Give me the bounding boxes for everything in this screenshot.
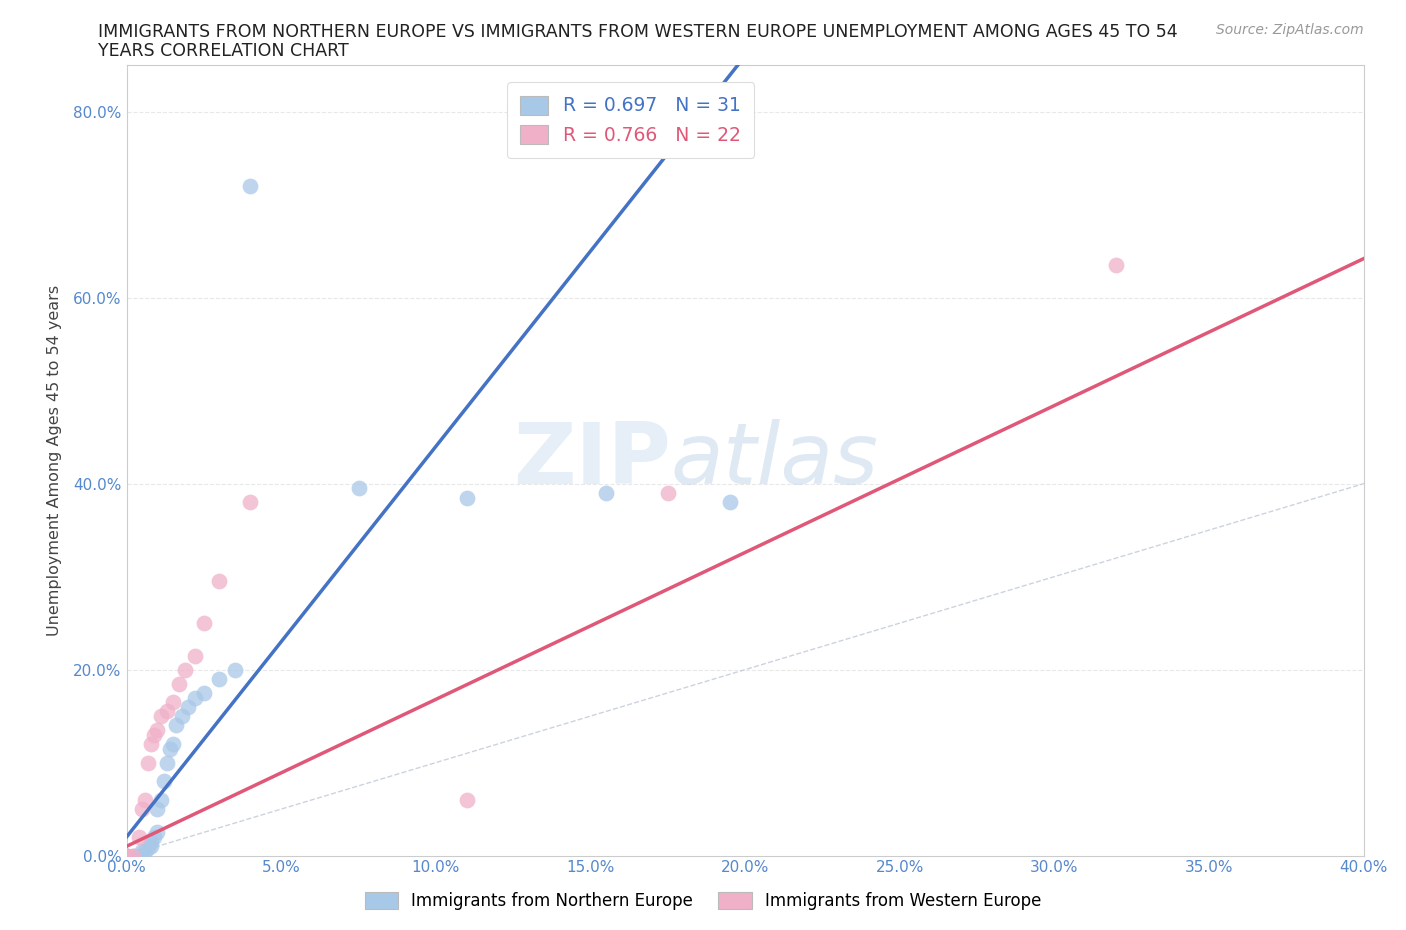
- Point: [347, 481, 370, 496]
- Point: [146, 723, 169, 737]
- Text: IMMIGRANTS FROM NORTHERN EUROPE VS IMMIGRANTS FROM WESTERN EUROPE UNEMPLOYMENT A: IMMIGRANTS FROM NORTHERN EUROPE VS IMMIG…: [98, 23, 1178, 41]
- Point: [143, 830, 166, 844]
- Point: [174, 662, 197, 677]
- Point: [156, 755, 179, 770]
- Point: [183, 690, 205, 705]
- Text: Source: ZipAtlas.com: Source: ZipAtlas.com: [1216, 23, 1364, 37]
- Point: [125, 848, 148, 863]
- Point: [152, 774, 174, 789]
- Point: [208, 574, 231, 589]
- Point: [121, 848, 143, 863]
- Point: [115, 848, 138, 863]
- Point: [136, 841, 159, 856]
- Point: [159, 741, 181, 756]
- Text: ZIP: ZIP: [513, 418, 671, 502]
- Point: [193, 685, 215, 700]
- Point: [128, 848, 150, 863]
- Point: [136, 755, 159, 770]
- Point: [131, 802, 153, 817]
- Y-axis label: Unemployment Among Ages 45 to 54 years: Unemployment Among Ages 45 to 54 years: [46, 285, 62, 636]
- Legend: Immigrants from Northern Europe, Immigrants from Western Europe: Immigrants from Northern Europe, Immigra…: [359, 885, 1047, 917]
- Point: [183, 648, 205, 663]
- Point: [149, 709, 172, 724]
- Point: [208, 671, 231, 686]
- Point: [456, 490, 478, 505]
- Point: [718, 495, 741, 510]
- Point: [115, 848, 138, 863]
- Point: [239, 495, 262, 510]
- Point: [172, 709, 194, 724]
- Point: [149, 792, 172, 807]
- Point: [146, 825, 169, 840]
- Point: [146, 802, 169, 817]
- Point: [193, 616, 215, 631]
- Point: [141, 839, 163, 854]
- Point: [239, 179, 262, 193]
- Point: [595, 485, 617, 500]
- Point: [167, 676, 190, 691]
- Point: [121, 848, 143, 863]
- Point: [657, 485, 679, 500]
- Point: [141, 737, 163, 751]
- Point: [1105, 258, 1128, 272]
- Point: [134, 844, 156, 858]
- Point: [162, 695, 184, 710]
- Point: [131, 848, 153, 863]
- Text: YEARS CORRELATION CHART: YEARS CORRELATION CHART: [98, 42, 349, 60]
- Point: [156, 704, 179, 719]
- Text: atlas: atlas: [671, 418, 879, 502]
- Point: [162, 737, 184, 751]
- Point: [456, 792, 478, 807]
- Point: [165, 718, 187, 733]
- Point: [143, 727, 166, 742]
- Point: [128, 830, 150, 844]
- Point: [134, 792, 156, 807]
- Point: [224, 662, 246, 677]
- Point: [177, 699, 200, 714]
- Point: [115, 848, 138, 863]
- Point: [115, 848, 138, 863]
- Point: [131, 844, 153, 858]
- Legend: R = 0.697   N = 31, R = 0.766   N = 22: R = 0.697 N = 31, R = 0.766 N = 22: [508, 83, 755, 158]
- Point: [141, 834, 163, 849]
